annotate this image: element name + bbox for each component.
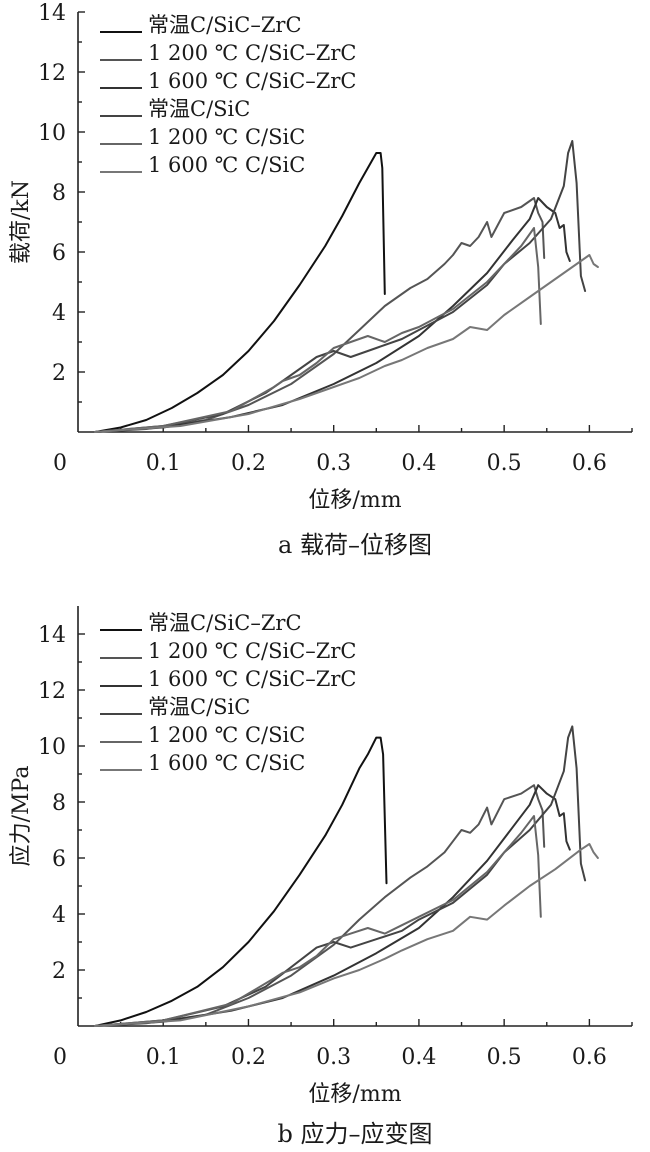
x-tick-label: 0.2 — [231, 451, 266, 476]
x-tick-label: 0.3 — [316, 451, 351, 476]
y-tick-label: 14 — [38, 1, 66, 26]
series-line-4 — [94, 140, 587, 433]
y-tick-label: 14 — [38, 623, 66, 648]
legend-label: 1 200 ℃ C/SiC–ZrC — [148, 41, 356, 65]
series-line-5 — [94, 815, 542, 1027]
y-tick-label: 10 — [38, 121, 66, 146]
y-tick-label: 8 — [52, 791, 66, 816]
legend-label: 常温C/SiC — [148, 97, 250, 121]
legend-label: 1 600 ℃ C/SiC — [148, 751, 305, 775]
x-tick-label: 0.4 — [401, 1045, 436, 1070]
y-tick-label: 12 — [38, 679, 66, 704]
legend-label: 常温C/SiC–ZrC — [148, 13, 302, 37]
x-tick-label: 0.1 — [146, 451, 181, 476]
legend-label: 1 600 ℃ C/SiC–ZrC — [148, 667, 356, 691]
legend-label: 1 600 ℃ C/SiC — [148, 153, 305, 177]
x-tick-label: 0.5 — [487, 1045, 522, 1070]
series-line-4 — [94, 725, 587, 1027]
x-tick-label: 0.5 — [487, 451, 522, 476]
y-tick-label: 6 — [52, 241, 66, 266]
legend-label: 1 200 ℃ C/SiC — [148, 723, 305, 747]
y-tick-label: 4 — [52, 301, 66, 326]
y-tick-label: 2 — [52, 361, 66, 386]
legend-label: 常温C/SiC — [148, 695, 250, 719]
chart-caption: a 载荷–位移图 — [278, 531, 432, 559]
legend-label: 1 200 ℃ C/SiC–ZrC — [148, 639, 356, 663]
series-line-6 — [94, 843, 599, 1027]
x-tick-label: 0.6 — [572, 451, 607, 476]
x-axis-title: 位移/mm — [308, 488, 401, 513]
series-line-1 — [94, 152, 386, 433]
y-tick-label: 6 — [52, 847, 66, 872]
y-tick-label: 10 — [38, 735, 66, 760]
x-axis-title: 位移/mm — [308, 1082, 401, 1107]
x-tick-label: 0 — [53, 451, 67, 476]
x-tick-label: 0.6 — [572, 1045, 607, 1070]
series-line-6 — [94, 254, 599, 433]
series-line-2 — [94, 197, 546, 433]
x-tick-label: 0.2 — [231, 1045, 266, 1070]
y-tick-label: 2 — [52, 959, 66, 984]
y-tick-label: 8 — [52, 181, 66, 206]
series-line-2 — [94, 784, 546, 1027]
legend-label: 常温C/SiC–ZrC — [148, 611, 302, 635]
x-tick-label: 0.4 — [401, 451, 436, 476]
y-axis-title: 载荷/kN — [9, 180, 34, 264]
y-tick-label: 4 — [52, 903, 66, 928]
y-axis-title: 应力/MPa — [9, 766, 34, 867]
y-tick-label: 12 — [38, 61, 66, 86]
chart-caption: b 应力–应变图 — [278, 1120, 433, 1148]
x-tick-label: 0.3 — [316, 1045, 351, 1070]
series-line-5 — [94, 227, 542, 433]
series-line-1 — [94, 736, 388, 1027]
x-tick-label: 0.1 — [146, 1045, 181, 1070]
legend-label: 1 600 ℃ C/SiC–ZrC — [148, 69, 356, 93]
legend-label: 1 200 ℃ C/SiC — [148, 125, 305, 149]
x-tick-label: 0 — [53, 1045, 67, 1070]
